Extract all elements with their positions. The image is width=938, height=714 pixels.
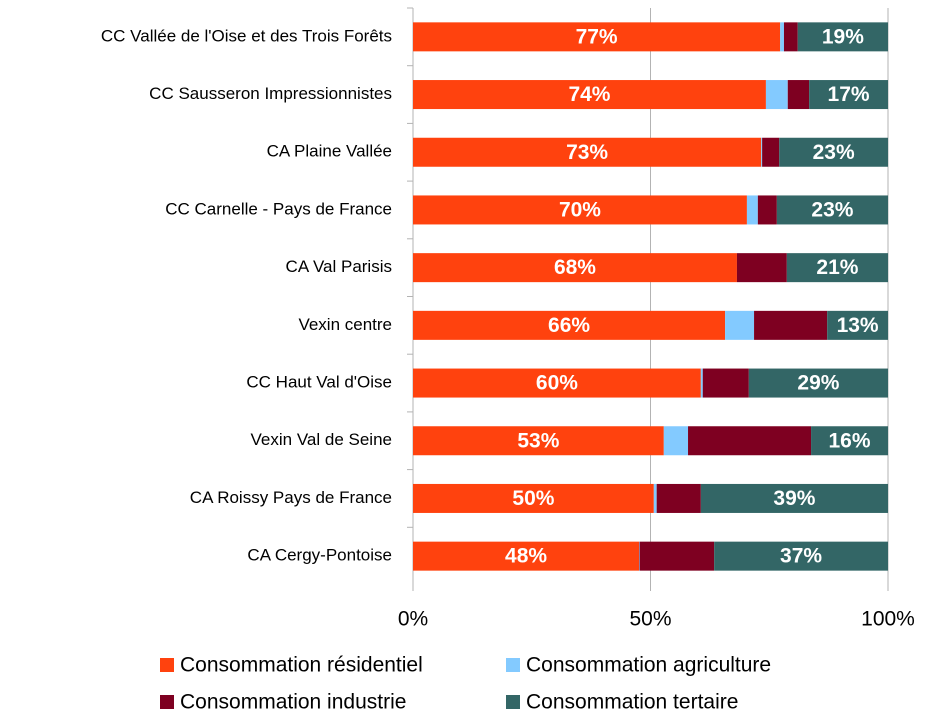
bar-segment [797,22,888,52]
bar-segment [413,22,781,52]
bar-segment [762,137,780,167]
bar-segment [700,483,888,513]
bar-segment [809,80,888,110]
y-tick-label: Vexin Val de Seine [251,430,392,449]
bar-segment [787,80,810,110]
data-label: 48% [505,545,547,568]
bar-segment [811,426,888,456]
bar-segment [761,137,763,167]
data-label: 60% [536,372,578,395]
bar-segment [413,541,640,571]
data-label: 66% [548,314,590,337]
x-tick-label: 50% [629,608,671,631]
y-tick-label: CA Roissy Pays de France [190,488,392,507]
bar-segment [413,426,664,456]
y-tick-label: CC Haut Val d'Oise [246,373,392,392]
legend-swatch [160,695,174,709]
data-label: 21% [816,256,858,279]
x-tick-label: 100% [861,608,915,631]
bar-segment [688,426,812,456]
data-label: 39% [773,487,815,510]
data-label: 68% [554,256,596,279]
bar-segment [413,310,726,340]
bar-segment [413,195,747,225]
x-tick-label: 0% [398,608,428,631]
y-tick-label: CA Cergy-Pontoise [247,546,392,565]
y-tick-label: Vexin centre [298,315,392,334]
legend-swatch [160,658,174,672]
data-label: 74% [568,83,610,106]
data-label: 77% [576,25,618,48]
data-label: 16% [829,429,871,452]
bar-segment [714,541,888,571]
legend-label: Consommation résidentiel [180,654,423,677]
bar-segment [656,483,701,513]
data-label: 29% [797,372,839,395]
bar-segment [776,195,888,225]
legend-swatch [506,658,520,672]
bar-segment [786,253,888,283]
bar-segment [413,483,654,513]
data-label: 19% [822,25,864,48]
bar-segment [783,22,798,52]
data-label: 23% [811,198,853,221]
bar-segment [736,253,787,283]
data-label: 17% [828,83,870,106]
bar-segment [780,22,784,52]
legend-label: Consommation tertaire [526,691,738,714]
y-tick-label: CA Plaine Vallée [267,142,392,161]
legend-label: Consommation agriculture [526,654,771,677]
legend-label: Consommation industrie [180,691,406,714]
bar-segment [765,80,788,110]
data-label: 13% [837,314,879,337]
bar-segment [779,137,888,167]
bar-segment [413,137,762,167]
legend-swatch [506,695,520,709]
bar-segment [639,541,715,571]
bar-segment [746,195,758,225]
bar-segment [413,253,737,283]
bar-segment [748,368,888,398]
data-label: 70% [559,198,601,221]
bar-segment [725,310,755,340]
y-tick-label: CC Sausseron Impressionnistes [149,84,392,103]
bar-segment [653,483,657,513]
y-tick-label: CC Carnelle - Pays de France [165,199,392,218]
bar-segment [663,426,689,456]
y-tick-label: CC Vallée de l'Oise et des Trois Forêts [101,26,392,45]
bar-segment [700,368,703,398]
data-label: 50% [512,487,554,510]
data-label: 73% [566,141,608,164]
bar-segment [827,310,888,340]
bar-segment [413,368,701,398]
bar-segment [702,368,749,398]
bar-segment [757,195,777,225]
y-tick-label: CA Val Parisis [286,257,392,276]
data-label: 53% [517,429,559,452]
data-label: 37% [780,545,822,568]
bar-segment [413,80,766,110]
bar-segment [754,310,828,340]
data-label: 23% [813,141,855,164]
